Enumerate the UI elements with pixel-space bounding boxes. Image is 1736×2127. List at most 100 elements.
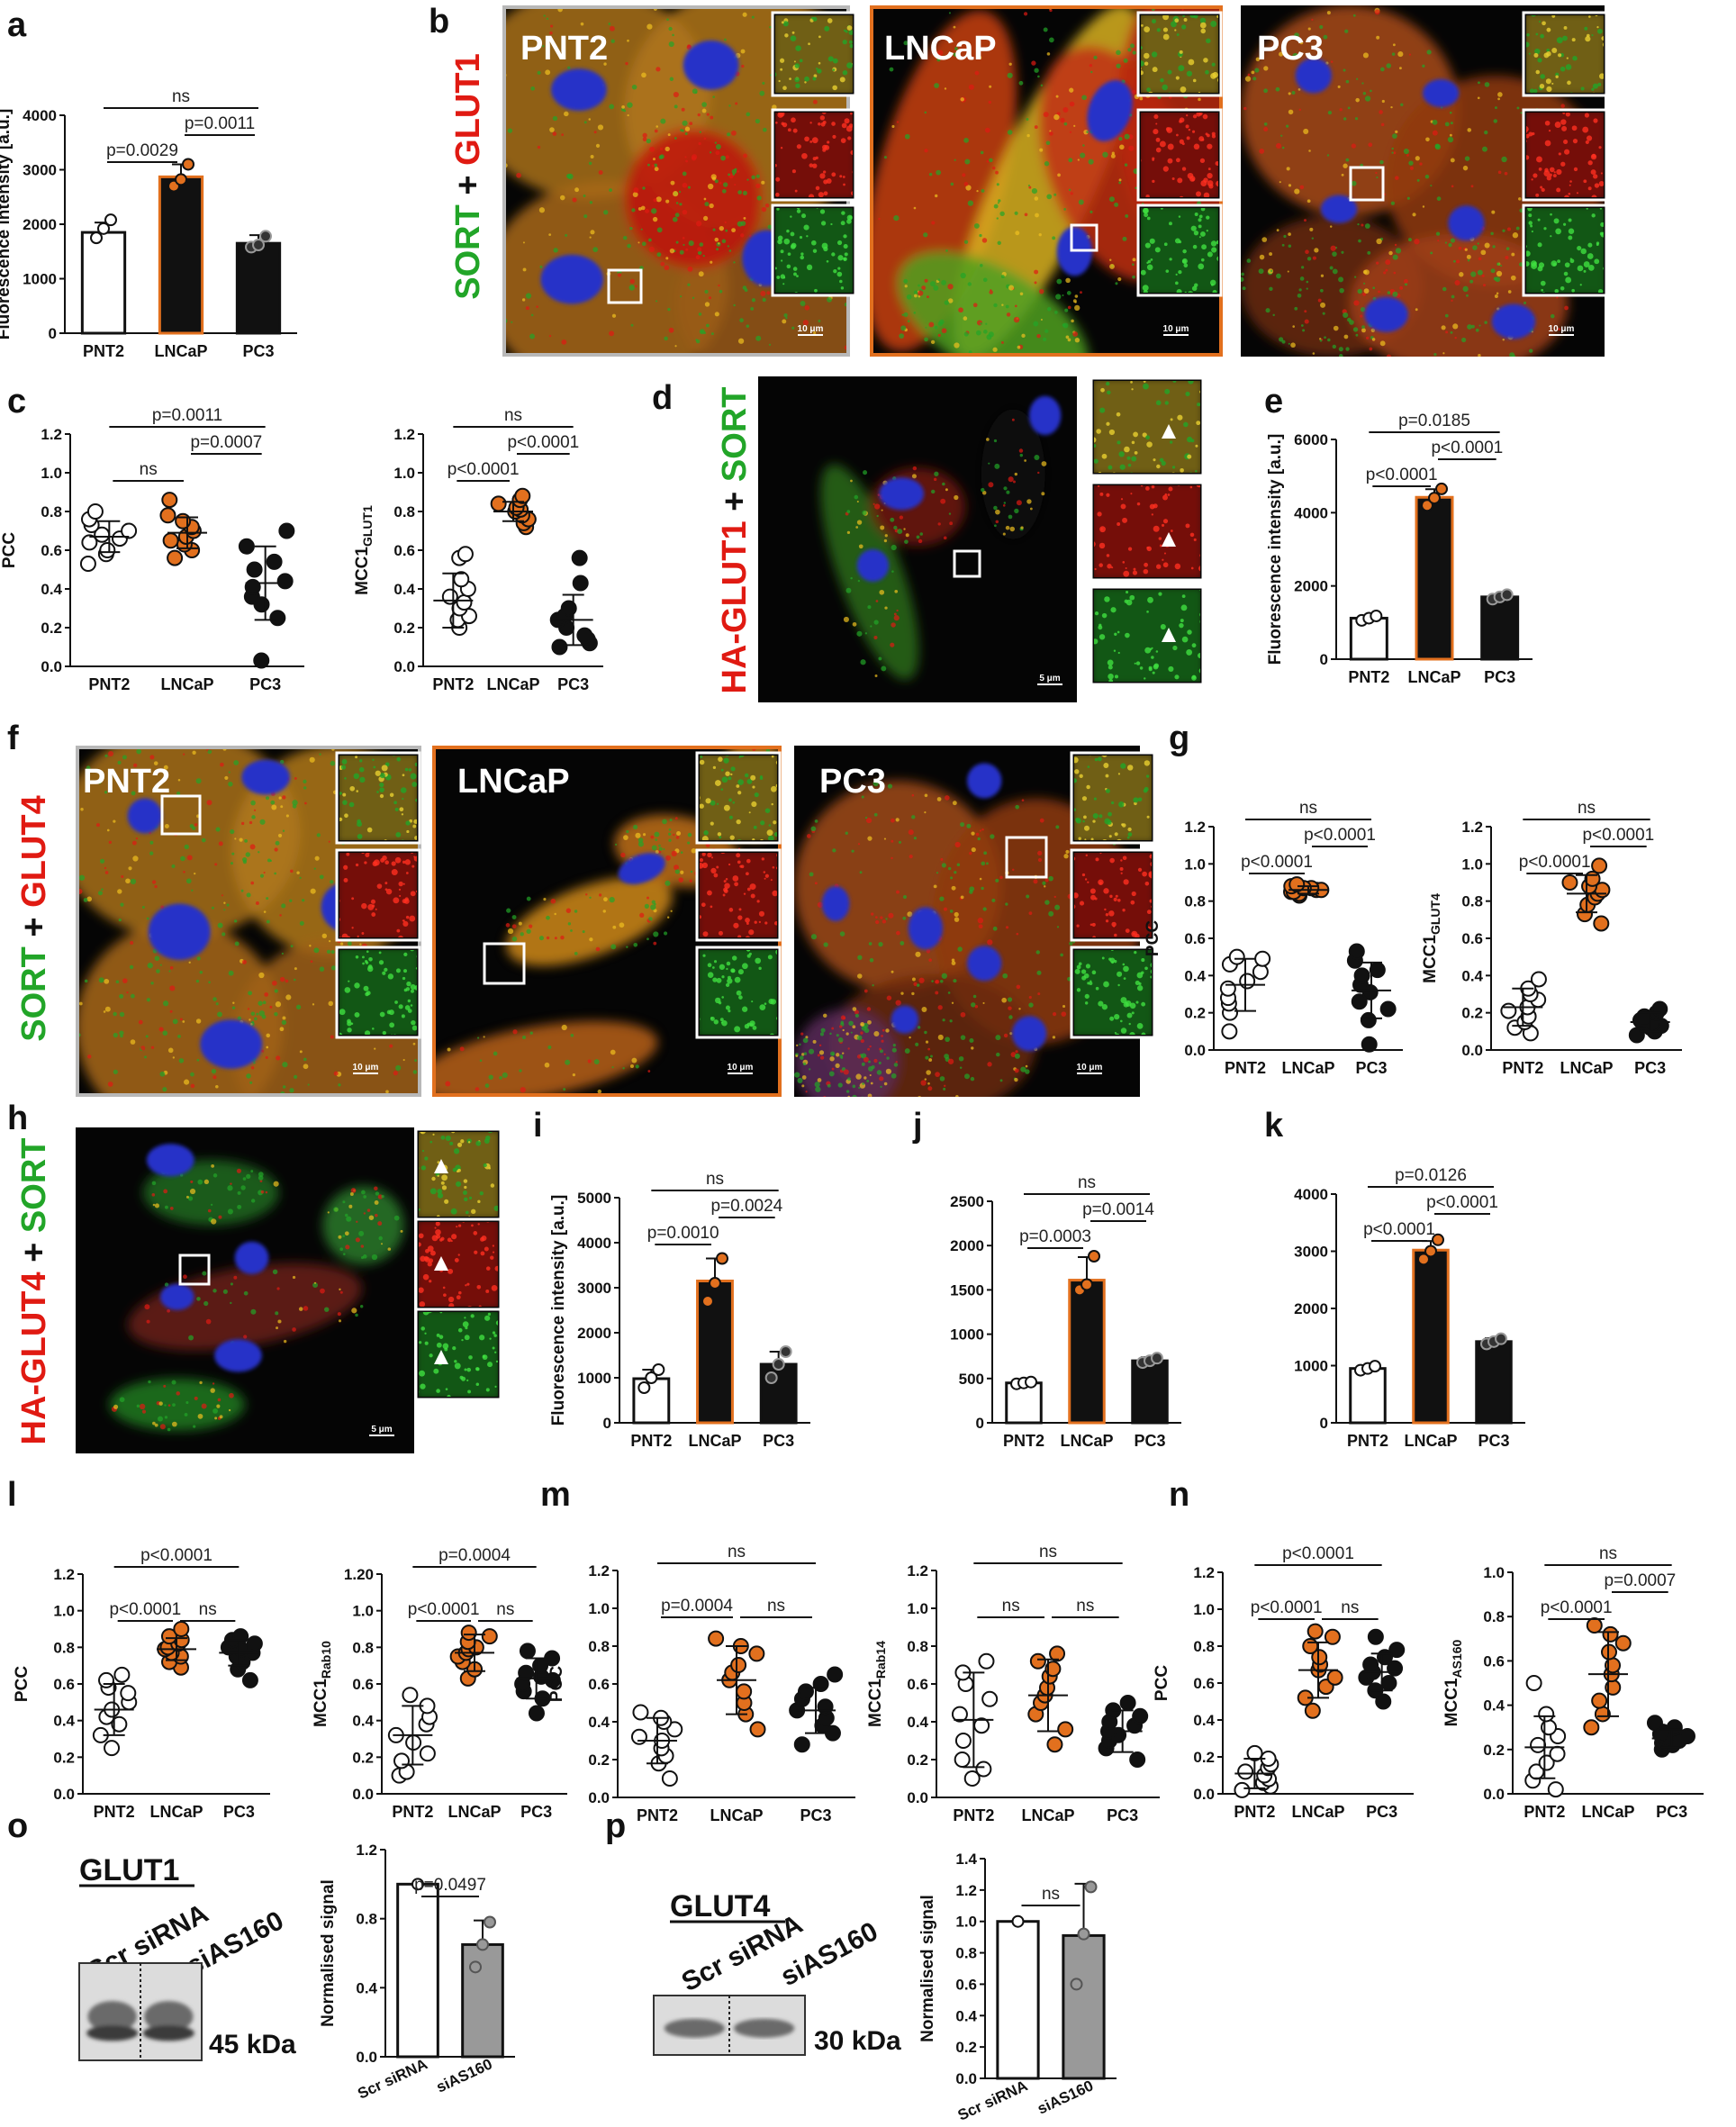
- inset-f-merge-0: [335, 751, 421, 845]
- speckle: [1475, 328, 1479, 332]
- data-point: [104, 213, 117, 227]
- speckle: [363, 1100, 366, 1104]
- speckle: [873, 620, 879, 625]
- speckle: [566, 173, 572, 179]
- speckle: [360, 1245, 365, 1248]
- speckle: [1286, 124, 1289, 128]
- inset-speckle: [843, 258, 846, 261]
- speckle: [1044, 161, 1050, 167]
- speckle: [164, 1282, 169, 1287]
- speckle: [678, 877, 683, 882]
- speckle: [869, 1096, 872, 1097]
- speckle: [942, 1018, 945, 1022]
- speckle: [496, 32, 501, 37]
- speckle: [548, 334, 552, 338]
- inset-speckle: [1591, 153, 1596, 158]
- inset-content: [700, 853, 777, 937]
- speckle: [839, 931, 845, 937]
- speckle: [273, 1181, 279, 1187]
- data-point: [1254, 950, 1271, 967]
- inset-speckle: [394, 807, 399, 811]
- speckle: [755, 118, 760, 124]
- micrograph-label-lncap: LNCaP: [457, 763, 570, 801]
- inset-speckle: [759, 1004, 766, 1010]
- inset-speckle: [437, 1192, 444, 1199]
- speckle: [151, 880, 157, 884]
- speckle: [698, 271, 704, 277]
- data-point: [259, 230, 272, 243]
- speckle: [1026, 118, 1029, 121]
- speckle: [363, 1195, 367, 1199]
- speckle: [714, 179, 719, 184]
- speckle: [113, 1011, 117, 1017]
- inset-speckle: [1551, 260, 1558, 267]
- speckle: [169, 985, 176, 991]
- inset-speckle: [850, 113, 853, 115]
- inset-speckle: [1134, 451, 1138, 455]
- speckle: [285, 994, 292, 1000]
- speckle: [119, 1397, 125, 1403]
- inset-speckle: [358, 766, 365, 773]
- speckle: [1493, 119, 1498, 123]
- speckle: [971, 846, 976, 853]
- blot-title: GLUT1: [79, 1853, 179, 1887]
- inset-speckle: [1199, 231, 1206, 237]
- inset-speckle: [405, 820, 411, 826]
- speckle: [908, 829, 914, 836]
- inset-content: [1141, 208, 1218, 293]
- speckle: [1265, 308, 1270, 313]
- inset-speckle: [1591, 33, 1594, 37]
- speckle: [953, 979, 957, 983]
- inset-speckle: [419, 1208, 420, 1211]
- inset-speckle: [1549, 167, 1555, 173]
- speckle: [408, 1106, 411, 1109]
- inset-speckle: [1119, 1019, 1123, 1023]
- inset-speckle: [379, 1011, 385, 1018]
- speckle: [905, 533, 909, 538]
- speckle: [750, 306, 755, 311]
- speckle: [960, 272, 966, 279]
- inset-speckle: [770, 879, 773, 882]
- inset-speckle: [796, 209, 801, 213]
- inset-speckle: [770, 785, 777, 792]
- speckle: [275, 1311, 279, 1316]
- speckle: [1447, 136, 1454, 143]
- inset-speckle: [1106, 381, 1110, 386]
- inset-speckle: [361, 853, 365, 855]
- speckle: [987, 1062, 992, 1067]
- speckle: [951, 958, 955, 962]
- speckle: [546, 915, 550, 920]
- inset-speckle: [1180, 468, 1184, 473]
- inset-speckle: [494, 1351, 497, 1353]
- speckle: [1502, 229, 1505, 232]
- speckle: [685, 159, 688, 163]
- inset-speckle: [1147, 259, 1152, 264]
- blot-size-label: 45 kDa: [209, 2030, 296, 2059]
- speckle: [83, 898, 88, 902]
- speckle: [954, 494, 959, 501]
- speckle: [550, 24, 554, 28]
- speckle: [660, 261, 665, 267]
- speckle: [857, 955, 863, 960]
- inset-speckle: [1095, 857, 1099, 862]
- speckle: [526, 896, 531, 901]
- y-tick-label: 1.0: [41, 465, 62, 482]
- speckle: [668, 828, 672, 831]
- speckle: [559, 195, 565, 201]
- speckle: [898, 840, 901, 844]
- significance-label: p<0.0001: [1366, 466, 1438, 484]
- nuclei-layer: [856, 395, 1062, 583]
- data-point: [1500, 1002, 1517, 1019]
- inset-speckle: [839, 279, 843, 284]
- inset-speckle: [434, 1226, 437, 1229]
- inset-speckle: [394, 1000, 398, 1004]
- data-point: [1593, 915, 1610, 932]
- speckle: [1116, 50, 1121, 56]
- speckle: [208, 731, 213, 737]
- inset-speckle: [1113, 897, 1117, 901]
- speckle: [230, 1182, 232, 1185]
- inset-speckle: [737, 791, 742, 795]
- speckle: [355, 1237, 360, 1243]
